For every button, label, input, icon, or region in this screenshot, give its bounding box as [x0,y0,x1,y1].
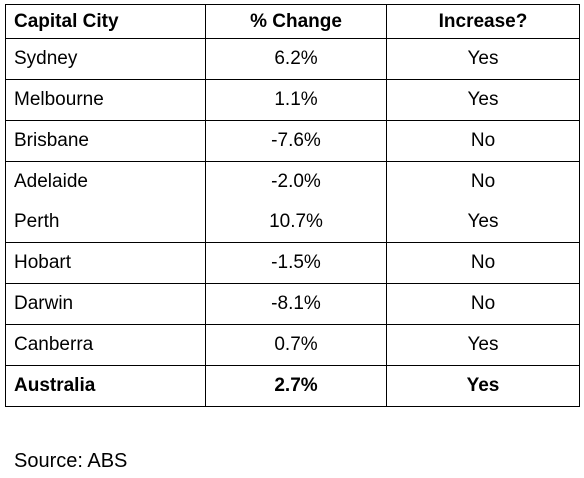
row-increase: Yes [386,324,580,366]
table-row: Melbourne 1.1% Yes [5,79,580,121]
header-capital-city: Capital City [5,4,206,39]
row-change: 2.7% [205,365,387,407]
row-increase: No [386,283,580,325]
table-row: Perth 10.7% Yes [5,202,580,243]
row-increase: No [386,161,580,202]
row-city: Sydney [5,38,206,80]
table-row: Canberra 0.7% Yes [5,324,580,366]
row-city: Perth [5,202,206,243]
row-city: Adelaide [5,161,206,202]
row-increase: Yes [386,38,580,80]
header-increase: Increase? [386,4,580,39]
row-city: Hobart [5,242,206,284]
row-change: -8.1% [205,283,387,325]
row-change: 1.1% [205,79,387,121]
row-change: -7.6% [205,120,387,162]
row-change: 6.2% [205,38,387,80]
row-city: Canberra [5,324,206,366]
row-increase: No [386,242,580,284]
table-row: Sydney 6.2% Yes [5,38,580,80]
source-note: Source: ABS [14,450,128,472]
table-row: Brisbane -7.6% No [5,120,580,162]
table-row-total: Australia 2.7% Yes [5,365,580,407]
header-percent-change: % Change [205,4,387,39]
row-city: Brisbane [5,120,206,162]
table-row: Hobart -1.5% No [5,242,580,284]
row-change: -2.0% [205,161,387,202]
row-change: 10.7% [205,202,387,243]
row-change: 0.7% [205,324,387,366]
table-row: Darwin -8.1% No [5,283,580,325]
row-increase: Yes [386,202,580,243]
row-increase: Yes [386,79,580,121]
capital-city-change-table: Capital City % Change Increase? Sydney 6… [5,4,580,407]
row-city: Melbourne [5,79,206,121]
row-increase: No [386,120,580,162]
row-city: Australia [5,365,206,407]
capital-city-table-container: Capital City % Change Increase? Sydney 6… [5,4,580,407]
table-row: Adelaide -2.0% No [5,161,580,202]
row-change: -1.5% [205,242,387,284]
table-header-row: Capital City % Change Increase? [5,4,580,39]
row-city: Darwin [5,283,206,325]
row-increase: Yes [386,365,580,407]
